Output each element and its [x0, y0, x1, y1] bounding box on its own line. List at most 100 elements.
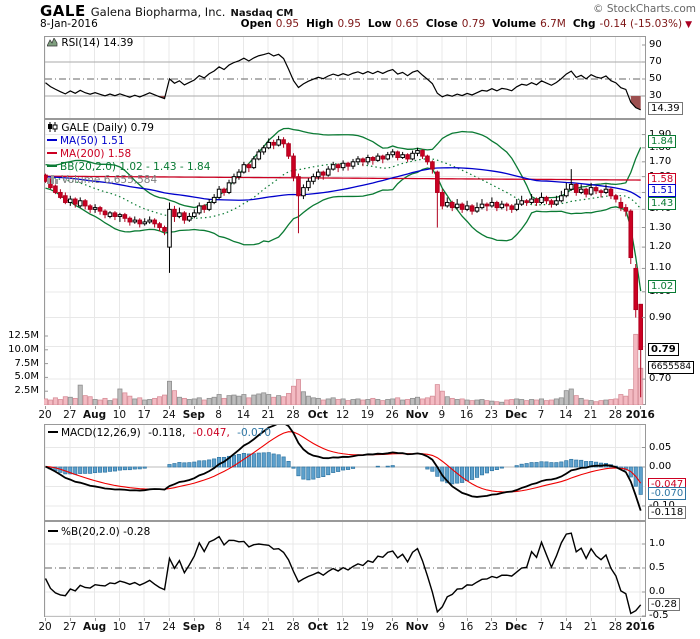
date-tick-label: Nov — [405, 409, 429, 421]
axis-tick-label: 0.5 — [649, 562, 665, 573]
date-tick-label: 21 — [261, 621, 275, 633]
date-tick-label: 26 — [385, 409, 399, 421]
axis-tick-label: 90 — [649, 39, 662, 50]
date-tick-label: 17 — [137, 621, 151, 633]
axis-tick-label: -0.5 — [649, 610, 669, 621]
axis-value-callout: -0.118 — [648, 506, 687, 520]
left-axis: 12.5M 10.0M 7.5M 5.0M 2.5M — [0, 0, 42, 639]
ticker-symbol: GALE — [40, 2, 86, 20]
axis-value-callout: 0.79 — [648, 342, 679, 356]
date-tick-label: 24 — [162, 621, 176, 633]
axis-tick-label: 30 — [649, 90, 662, 101]
rsi-legend-label: RSI(14) 14.39 — [61, 37, 134, 49]
ma50-swatch — [47, 139, 57, 141]
quote-label: High — [306, 18, 334, 30]
date-tick-label: 21 — [583, 621, 598, 633]
header: GALE Galena Biopharma, Inc. Nasdaq CM — [40, 1, 696, 20]
ma200-swatch — [47, 152, 57, 154]
date-tick-label: 21 — [583, 409, 598, 421]
quote-label: Chg — [572, 18, 596, 30]
bb-legend-label: BB(20,2.0) 1.02 - 1.43 - 1.84 — [60, 161, 211, 173]
macd-swatch — [48, 431, 58, 433]
axis-tick-label: 50 — [649, 73, 662, 84]
date-tick-label: 21 — [261, 409, 275, 421]
date-tick-label: 20 — [38, 409, 52, 421]
date-tick-label: 12 — [335, 409, 350, 421]
date-tick-label: 10 — [112, 621, 127, 633]
date-tick-label: 28 — [286, 621, 300, 633]
axis-tick-label: 1.20 — [649, 241, 672, 253]
stockcharts-credit[interactable]: © StockCharts.com — [593, 3, 696, 15]
axis-value-callout: 6655584 — [648, 361, 695, 374]
company-name: Galena Biopharma, Inc. — [90, 5, 226, 19]
date-tick-label: 27 — [63, 621, 77, 633]
axis-value-callout: 1.51 — [648, 183, 677, 197]
axis-tick-label: 1.30 — [649, 221, 672, 233]
date-tick-label: 19 — [360, 409, 375, 421]
date-tick-label: 16 — [459, 409, 474, 421]
date-tick-label: 28 — [286, 409, 300, 421]
macd-hist-value: -0.070 — [237, 427, 272, 439]
axis-tick-label: 0.0 — [649, 586, 665, 597]
date-tick-label: 9 — [438, 409, 446, 421]
date-tick-label: 17 — [137, 409, 151, 421]
price-panel — [44, 119, 646, 405]
date-tick-label: 23 — [484, 621, 499, 633]
date-tick-label: 28 — [608, 621, 623, 633]
date-tick-label: 27 — [63, 409, 77, 421]
axis-tick-label: 0.90 — [649, 311, 672, 323]
date-tick-label: 7 — [537, 621, 545, 633]
date-tick-label: Nov — [405, 621, 429, 633]
date-tick-label: 9 — [438, 621, 446, 633]
quote-label: Volume — [492, 18, 537, 30]
axis-tick-label: 70 — [649, 56, 662, 67]
macd-legend: MACD(12,26,9) -0.118, -0.047, -0.070 — [48, 427, 271, 440]
quote-label: Close — [425, 18, 458, 30]
quote-row: 8-Jan-2016 Open 0.95 High 0.95 Low 0.65 Close 0… — [40, 17, 696, 33]
date-tick-label: 19 — [360, 621, 375, 633]
date-tick-label: Sep — [182, 621, 205, 633]
axis-value-callout: -0.070 — [648, 487, 687, 501]
axis-tick-label: 2.5M — [14, 385, 39, 397]
axis-tick-label: 1.90 — [649, 128, 672, 140]
date-tick-label: 12 — [335, 621, 350, 633]
axis-tick-label: 0.05 — [649, 441, 672, 453]
axis-tick-label: 1.10 — [649, 262, 672, 274]
rsi-panel — [44, 36, 646, 119]
rsi-area-icon — [46, 37, 58, 49]
date-tick-label: Dec — [505, 409, 528, 421]
date-tick-label: 26 — [385, 621, 399, 633]
date-tick-label: 14 — [236, 621, 251, 633]
quote-label: Open — [240, 18, 272, 30]
date-tick-label: Aug — [83, 621, 107, 633]
exchange-name: Nasdaq CM — [230, 8, 294, 19]
date-tick-label: 20 — [38, 621, 52, 633]
axis-value-callout: 1.02 — [648, 279, 677, 293]
macd-signal-value: -0.047, — [192, 427, 230, 439]
date-tick-label: 14 — [559, 621, 573, 633]
right-axis: 907050301.901.801.701.601.501.401.301.20… — [646, 0, 700, 639]
percent-b-swatch — [48, 530, 58, 532]
date-axis-bottom: 20 27 Aug 10 17 24 Sep 8 14 21 28 Oct 12 19 26 Nov 9 16 23… — [0, 618, 700, 636]
quote-value: 0.65 — [395, 18, 419, 30]
quote: Open 0.95 High 0.95 Low 0.65 Close 0.79 Volume 6.… — [234, 18, 692, 30]
macd-value: -0.118, — [148, 427, 186, 439]
date-tick-label: Oct — [307, 409, 328, 421]
axis-tick-label: 5.0M — [14, 371, 39, 383]
date-tick-label: 16 — [459, 621, 474, 633]
date-tick-label: 8 — [215, 409, 222, 421]
percent-b-panel — [44, 521, 646, 617]
volume-bars-icon — [47, 174, 58, 186]
axis-tick-label: 0.70 — [649, 373, 672, 385]
ma200-legend-label: MA(200) 1.58 — [60, 148, 132, 160]
date-tick-label: 28 — [608, 409, 623, 421]
quote-value: 6.7M — [540, 18, 566, 30]
price-legend: GALE (Daily) 0.79 MA(50) 1.51 MA(200) 1.… — [47, 122, 210, 187]
quote-value: -0.14 (-15.03%) — [599, 18, 683, 30]
date-axis-top: 20 27 Aug 10 17 24 Sep 8 14 21 28 Oct 12 19 26 Nov 9 16 23… — [0, 406, 700, 424]
bb-swatch — [47, 165, 57, 167]
quote-label: Low — [367, 18, 392, 30]
date-tick-label: 2016 — [625, 621, 655, 633]
quote-value: 0.95 — [337, 18, 361, 30]
